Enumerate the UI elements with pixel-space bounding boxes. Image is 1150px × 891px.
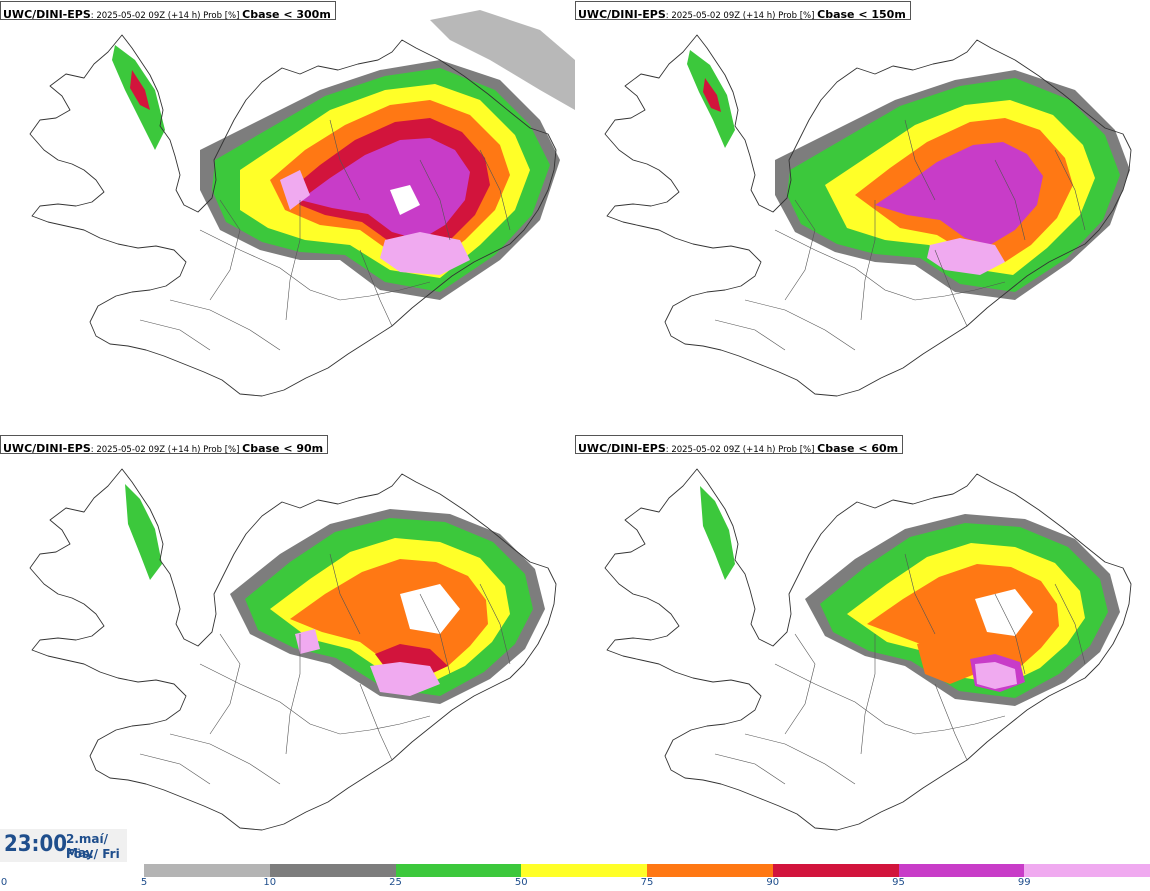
legend-label: 25	[389, 877, 402, 888]
legend-swatch	[647, 864, 774, 877]
legend-label: 90	[766, 877, 780, 888]
field-name: Cbase < 300m	[242, 8, 331, 21]
valid-day: Fös./ Fri	[66, 847, 120, 861]
probability-map	[29, 468, 557, 831]
probability-map	[29, 10, 575, 397]
legend-swatch	[898, 864, 1025, 877]
legend-label: 5	[140, 877, 148, 888]
map-panel-cbase-150: UWC/DINI-EPS: 2025-05-02 09Z (+14 h) Pro…	[575, 0, 1150, 436]
legend-label: 10	[263, 877, 277, 888]
legend-swatch	[395, 864, 522, 877]
valid-time-box: 23:00 2.maí/ May Fös./ Fri	[0, 829, 127, 862]
panel-title: UWC/DINI-EPS: 2025-05-02 09Z (+14 h) Pro…	[0, 435, 329, 455]
probability-map	[604, 468, 1132, 831]
map-panel-cbase-60: UWC/DINI-EPS: 2025-05-02 09Z (+14 h) Pro…	[575, 434, 1150, 870]
legend-label: 0	[0, 877, 8, 888]
legend-swatch	[269, 864, 396, 877]
field-name: Cbase < 60m	[817, 442, 899, 455]
map-panel-cbase-300: UWC/DINI-EPS: 2025-05-02 09Z (+14 h) Pro…	[0, 0, 575, 436]
model-name: UWC/DINI-EPS	[3, 442, 91, 455]
legend-swatch	[772, 864, 899, 877]
panel-title: UWC/DINI-EPS: 2025-05-02 09Z (+14 h) Pro…	[575, 435, 904, 455]
run-info: 2025-05-02 09Z (+14 h) Prob [%]	[671, 11, 815, 21]
legend-swatch	[144, 864, 271, 877]
legend-label: 99	[1017, 877, 1031, 888]
panel-title: UWC/DINI-EPS: 2025-05-02 09Z (+14 h) Pro…	[0, 1, 336, 21]
legend-swatch	[521, 864, 648, 877]
legend-label: 75	[640, 877, 654, 888]
valid-time: 23:00	[4, 832, 68, 857]
probability-map	[604, 34, 1132, 397]
model-name: UWC/DINI-EPS	[3, 8, 91, 21]
legend-label: 95	[892, 877, 905, 888]
run-info: 2025-05-02 09Z (+14 h) Prob [%]	[96, 445, 240, 455]
model-name: UWC/DINI-EPS	[578, 8, 666, 21]
run-info: 2025-05-02 09Z (+14 h) Prob [%]	[96, 11, 240, 21]
legend-swatch	[1024, 864, 1150, 877]
valid-date: 2.maí/ May	[66, 832, 109, 860]
panel-title: UWC/DINI-EPS: 2025-05-02 09Z (+14 h) Pro…	[575, 1, 911, 21]
run-info: 2025-05-02 09Z (+14 h) Prob [%]	[671, 445, 815, 455]
legend-label: 50	[514, 877, 528, 888]
field-name: Cbase < 150m	[817, 8, 906, 21]
model-name: UWC/DINI-EPS	[578, 442, 666, 455]
map-panel-cbase-90: UWC/DINI-EPS: 2025-05-02 09Z (+14 h) Pro…	[0, 434, 575, 870]
color-legend-bar	[144, 864, 1150, 877]
field-name: Cbase < 90m	[242, 442, 324, 455]
